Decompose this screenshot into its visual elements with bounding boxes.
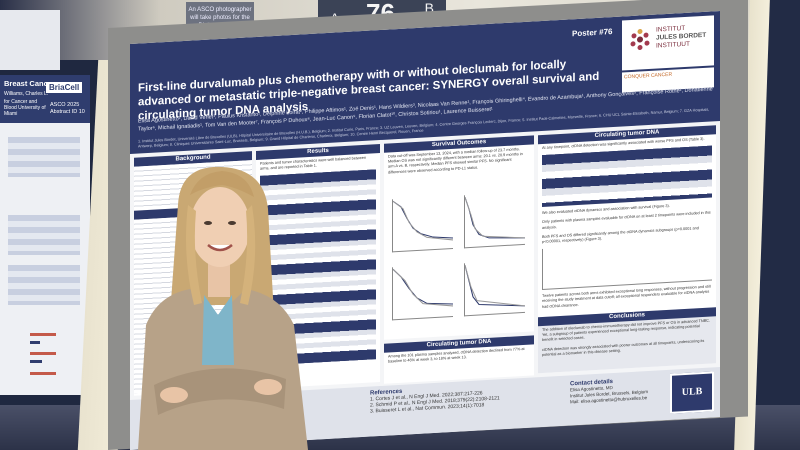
- neighbor-table-2: [8, 215, 80, 255]
- km-plot-pfs: [392, 195, 454, 253]
- km-curve-icon: [392, 268, 454, 307]
- neighbor-abstract-label: Abstract ID 10: [50, 109, 85, 115]
- neighbor-poster-title: Breast Cancer: [4, 79, 55, 88]
- references: References 1. Cortes J et al., N Engl J …: [370, 383, 500, 415]
- neighbor-poster-logo: BriaCell: [46, 82, 83, 93]
- institute-name: INSTITUT JULES BORDET INSTITUUT: [656, 24, 706, 51]
- neighbor-poster-affil: for Cancer and Blood University of Miami: [4, 99, 46, 117]
- ctdna-table: [542, 145, 712, 208]
- logo-line-2: JULES BORDET: [656, 31, 707, 42]
- neighbor-bar: [30, 372, 56, 375]
- logo-line-3: INSTITUUT: [656, 40, 690, 50]
- km-plot-os: [464, 191, 526, 249]
- neighbor-poster-top: [0, 10, 60, 70]
- poster-number: Poster #76: [572, 27, 613, 39]
- main-poster: Poster #76 First-line durvalumab plus ch…: [130, 11, 720, 450]
- column-ctdna-left: Circulating tumor DNA Among the 101 plas…: [384, 335, 534, 384]
- neighbor-bar: [30, 360, 42, 363]
- neighbor-poster-conference: ASCO 2025 Abstract ID 10: [50, 102, 85, 116]
- neighbor-poster-authors: Williams, Charles L.: [4, 91, 49, 97]
- km-plot-pfs-subgroup: [392, 263, 454, 321]
- km-curve-icon: [392, 200, 454, 241]
- neighbor-bar: [30, 352, 56, 355]
- neighbor-bar: [30, 333, 56, 336]
- contact-details: Contact details Elisa Agostinetto, MD In…: [570, 377, 648, 405]
- neighbor-conference-label: ASCO 2025: [50, 102, 80, 108]
- institute-logo: INSTITUT JULES BORDET INSTITUUT: [622, 15, 714, 71]
- poster-header: Poster #76 First-line durvalumab plus ch…: [130, 11, 720, 154]
- km-curve-icon: [464, 197, 526, 239]
- neighbor-bar: [30, 341, 40, 344]
- ulb-logo: ULB: [670, 371, 714, 414]
- neighbor-poster: Breast Cancer Williams, Charles L. for C…: [0, 75, 90, 395]
- column-survival: Survival Outcomes Data cut-off was Septe…: [384, 135, 534, 340]
- km-curve-icon: [464, 265, 526, 307]
- bordet-logo-icon: [630, 28, 650, 50]
- board-side-right: B: [424, 0, 434, 16]
- ctdna-dynamics-plot: [542, 239, 712, 291]
- km-plot-os-subgroup: [464, 259, 526, 317]
- conclusions-section: Conclusions The addition of oleclumab to…: [538, 307, 716, 374]
- neighbor-table-1: [8, 137, 80, 177]
- presenter-person: [138, 166, 308, 450]
- neighbor-table-3: [8, 265, 80, 305]
